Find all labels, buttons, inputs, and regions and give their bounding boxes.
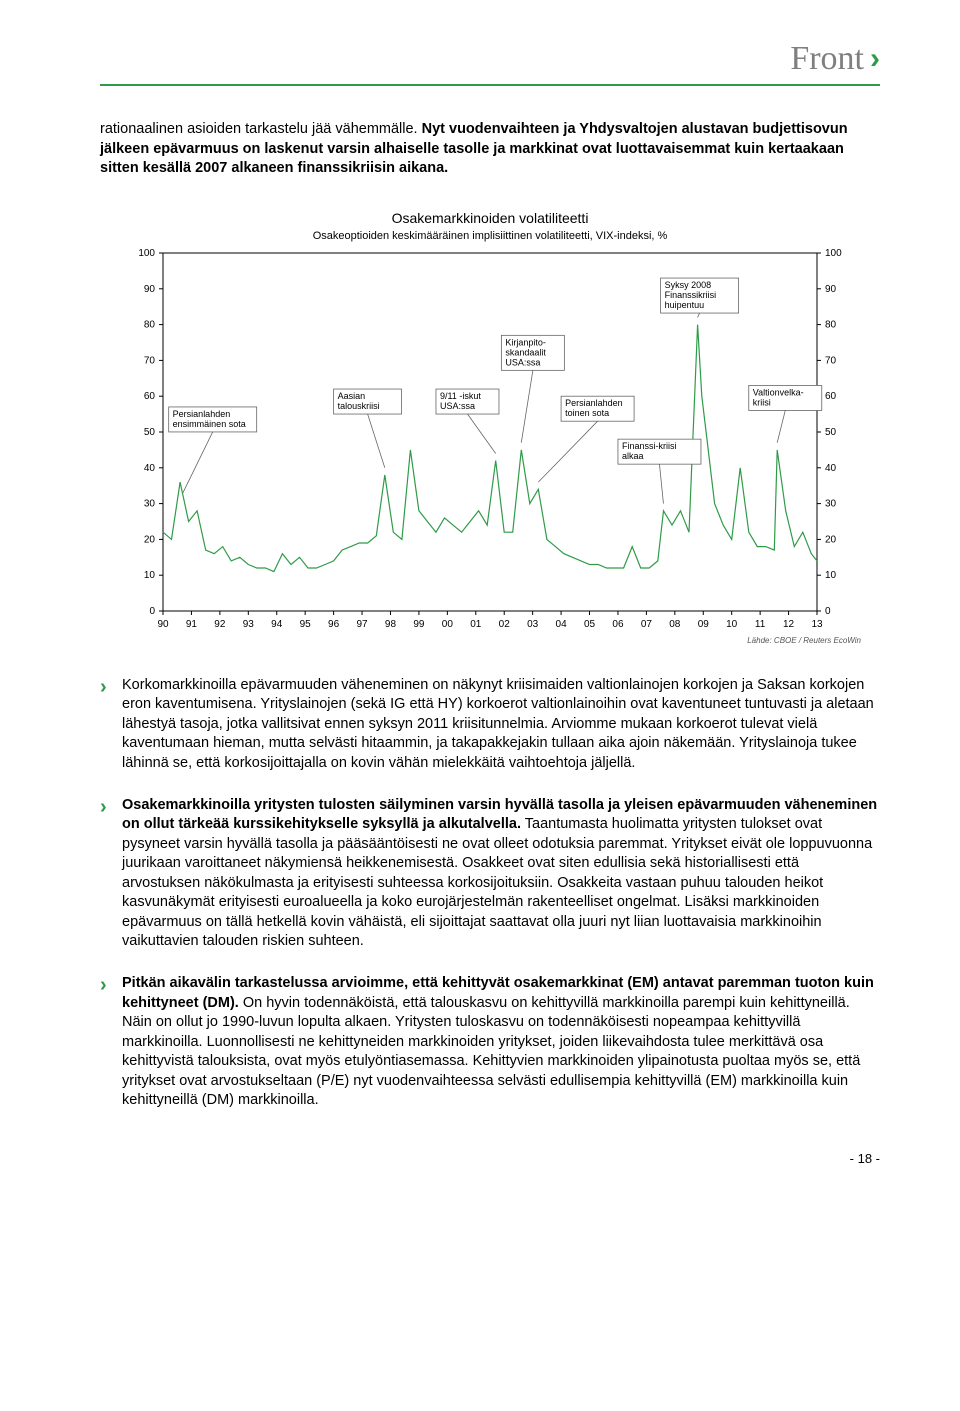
svg-text:alkaa: alkaa: [622, 451, 644, 461]
intro-lead: rationaalinen asioiden tarkastelu jää vä…: [100, 121, 422, 137]
brand-text: Front: [790, 40, 864, 78]
svg-text:00: 00: [442, 619, 454, 630]
brand-logo: Front ›: [790, 40, 880, 78]
svg-text:9/11 -iskut: 9/11 -iskut: [440, 391, 481, 401]
svg-text:Valtionvelka-: Valtionvelka-: [753, 387, 804, 397]
svg-text:12: 12: [783, 619, 795, 630]
svg-text:talouskriisi: talouskriisi: [338, 401, 380, 411]
list-item-text: Pitkän aikavälin tarkastelussa arvioimme…: [122, 974, 880, 1111]
svg-text:100: 100: [825, 248, 842, 259]
svg-text:Kirjanpito-: Kirjanpito-: [505, 337, 546, 347]
svg-text:09: 09: [698, 619, 710, 630]
svg-text:92: 92: [214, 619, 226, 630]
header-divider: [100, 84, 880, 86]
svg-text:50: 50: [144, 427, 156, 438]
svg-text:60: 60: [825, 391, 837, 402]
svg-text:Finanssikriisi: Finanssikriisi: [665, 290, 717, 300]
svg-text:90: 90: [157, 619, 169, 630]
svg-text:50: 50: [825, 427, 837, 438]
svg-text:40: 40: [144, 462, 156, 473]
svg-text:06: 06: [612, 619, 624, 630]
svg-text:80: 80: [825, 319, 837, 330]
svg-text:07: 07: [641, 619, 653, 630]
svg-text:99: 99: [413, 619, 425, 630]
svg-text:60: 60: [144, 391, 156, 402]
svg-text:10: 10: [144, 570, 156, 581]
svg-text:94: 94: [271, 619, 283, 630]
vix-chart: Osakemarkkinoiden volatiliteetti Osakeopt…: [115, 205, 865, 650]
svg-text:Persianlahden: Persianlahden: [173, 409, 231, 419]
svg-text:USA:ssa: USA:ssa: [440, 401, 475, 411]
svg-text:Syksy 2008: Syksy 2008: [665, 280, 712, 290]
svg-text:toinen sota: toinen sota: [565, 408, 609, 418]
svg-text:Osakemarkkinoiden volatiliteet: Osakemarkkinoiden volatiliteetti: [392, 210, 589, 226]
svg-text:08: 08: [669, 619, 681, 630]
chevron-right-icon: ›: [870, 44, 880, 74]
svg-text:02: 02: [499, 619, 511, 630]
svg-text:70: 70: [825, 355, 837, 366]
svg-text:93: 93: [243, 619, 255, 630]
svg-text:11: 11: [755, 619, 766, 630]
list-item-text: Osakemarkkinoilla yritysten tulosten säi…: [122, 796, 880, 953]
svg-text:skandaalit: skandaalit: [505, 347, 546, 357]
svg-text:90: 90: [825, 283, 837, 294]
svg-text:10: 10: [726, 619, 738, 630]
page-header: Front ›: [100, 40, 880, 84]
svg-text:96: 96: [328, 619, 340, 630]
svg-text:0: 0: [149, 606, 155, 617]
list-item: ›Osakemarkkinoilla yritysten tulosten sä…: [100, 796, 880, 953]
svg-text:70: 70: [144, 355, 156, 366]
svg-text:90: 90: [144, 283, 156, 294]
chevron-right-icon: ›: [100, 677, 122, 774]
svg-text:05: 05: [584, 619, 596, 630]
svg-text:97: 97: [356, 619, 368, 630]
list-item: ›Pitkän aikavälin tarkastelussa arvioimm…: [100, 974, 880, 1111]
svg-text:kriisi: kriisi: [753, 397, 771, 407]
svg-text:04: 04: [556, 619, 568, 630]
svg-text:20: 20: [144, 534, 156, 545]
svg-text:10: 10: [825, 570, 837, 581]
svg-text:03: 03: [527, 619, 539, 630]
svg-text:USA:ssa: USA:ssa: [505, 357, 540, 367]
svg-text:Lähde: CBOE / Reuters EcoWin: Lähde: CBOE / Reuters EcoWin: [747, 636, 861, 645]
svg-text:01: 01: [470, 619, 482, 630]
svg-text:80: 80: [144, 319, 156, 330]
chevron-right-icon: ›: [100, 975, 122, 1111]
svg-text:30: 30: [825, 498, 837, 509]
svg-text:ensimmäinen sota: ensimmäinen sota: [173, 419, 246, 429]
svg-text:0: 0: [825, 606, 831, 617]
bullet-list: ›Korkomarkkinoilla epävarmuuden vähenemi…: [100, 676, 880, 1111]
svg-text:95: 95: [300, 619, 312, 630]
svg-text:Finanssi-kriisi: Finanssi-kriisi: [622, 441, 677, 451]
svg-text:20: 20: [825, 534, 837, 545]
svg-text:13: 13: [811, 619, 823, 630]
svg-text:30: 30: [144, 498, 156, 509]
chevron-right-icon: ›: [100, 797, 122, 953]
svg-text:huipentuu: huipentuu: [665, 300, 705, 310]
svg-text:98: 98: [385, 619, 397, 630]
svg-text:Persianlahden: Persianlahden: [565, 398, 623, 408]
page-number: - 18 -: [100, 1151, 880, 1166]
svg-text:Osakeoptioiden keskimääräinen: Osakeoptioiden keskimääräinen implisiitt…: [313, 230, 668, 242]
svg-text:Aasian: Aasian: [338, 391, 366, 401]
svg-text:100: 100: [138, 248, 155, 259]
svg-text:91: 91: [186, 619, 198, 630]
svg-text:40: 40: [825, 462, 837, 473]
list-item-text: Korkomarkkinoilla epävarmuuden vähenemin…: [122, 676, 880, 774]
list-item: ›Korkomarkkinoilla epävarmuuden vähenemi…: [100, 676, 880, 774]
intro-paragraph: rationaalinen asioiden tarkastelu jää vä…: [100, 120, 880, 179]
